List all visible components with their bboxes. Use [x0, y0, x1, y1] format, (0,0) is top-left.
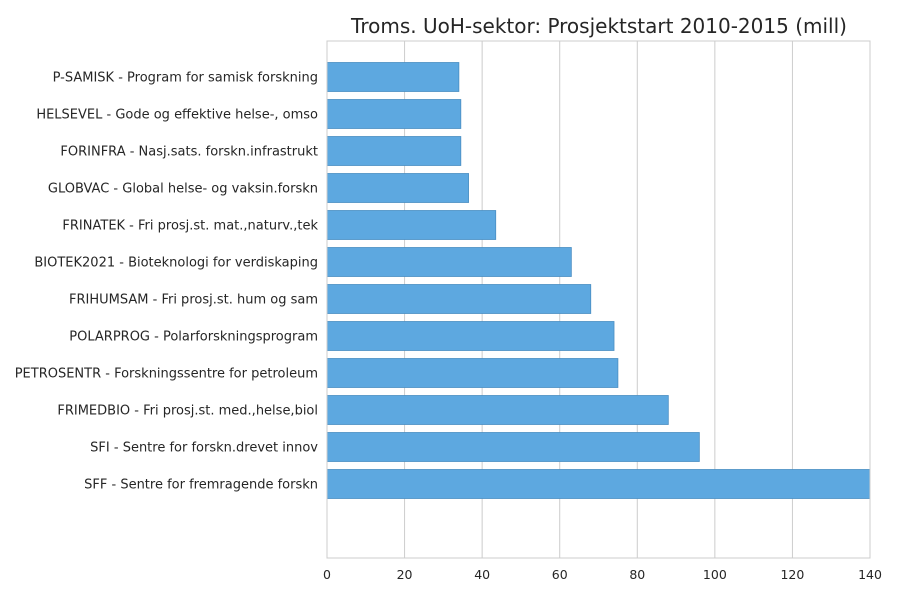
bar-5 [326, 284, 592, 314]
bar-2 [326, 395, 669, 425]
bar-3 [326, 358, 619, 388]
category-label-6: BIOTEK2021 - Bioteknologi for verdiskapi… [34, 256, 318, 271]
plot-frame [326, 40, 871, 559]
plot-border [326, 40, 871, 559]
category-label-5: FRIHUMSAM - Fri prosj.st. hum og sam [69, 293, 318, 308]
x-tick-label-1: 20 [397, 567, 413, 582]
category-label-2: FRIMEDBIO - Fri prosj.st. med.,helse,bio… [57, 404, 318, 419]
chart-title: Troms. UoH-sektor: Prosjektstart 2010-20… [350, 14, 847, 38]
x-tick-label-6: 120 [780, 567, 804, 582]
x-tick-label-0: 0 [323, 567, 331, 582]
bar-9 [326, 136, 462, 166]
bar-0 [326, 469, 871, 499]
bar-1 [326, 432, 700, 462]
bar-11 [326, 62, 460, 92]
x-tick-label-4: 80 [629, 567, 645, 582]
category-label-1: SFI - Sentre for forskn.drevet innov [90, 441, 318, 456]
category-label-8: GLOBVAC - Global helse- og vaksin.forskn [48, 182, 318, 197]
x-tick-labels: 0 20 40 60 80 100 120 140 [323, 567, 882, 582]
category-label-9: FORINFRA - Nasj.sats. forskn.infrastrukt [60, 145, 318, 160]
bar-6 [326, 247, 572, 277]
category-label-3: PETROSENTR - Forskningssentre for petrol… [15, 367, 318, 382]
category-label-0: SFF - Sentre for fremragende forskn [84, 478, 318, 493]
category-label-10: HELSEVEL - Gode og effektive helse-, oms… [36, 108, 318, 123]
x-tick-label-7: 140 [858, 567, 882, 582]
bars [326, 62, 871, 499]
x-tick-label-3: 60 [552, 567, 568, 582]
category-label-11: P-SAMISK - Program for samisk forskning [53, 71, 318, 86]
x-tick-label-2: 40 [474, 567, 490, 582]
bar-7 [326, 210, 497, 240]
bar-4 [326, 321, 615, 351]
x-tick-label-5: 100 [703, 567, 727, 582]
bar-8 [326, 173, 469, 203]
category-label-4: POLARPROG - Polarforskningsprogram [69, 330, 318, 345]
category-label-7: FRINATEK - Fri prosj.st. mat.,naturv.,te… [62, 219, 318, 234]
bar-10 [326, 99, 462, 129]
category-labels: SFF - Sentre for fremragende forskn SFI -… [15, 71, 319, 493]
